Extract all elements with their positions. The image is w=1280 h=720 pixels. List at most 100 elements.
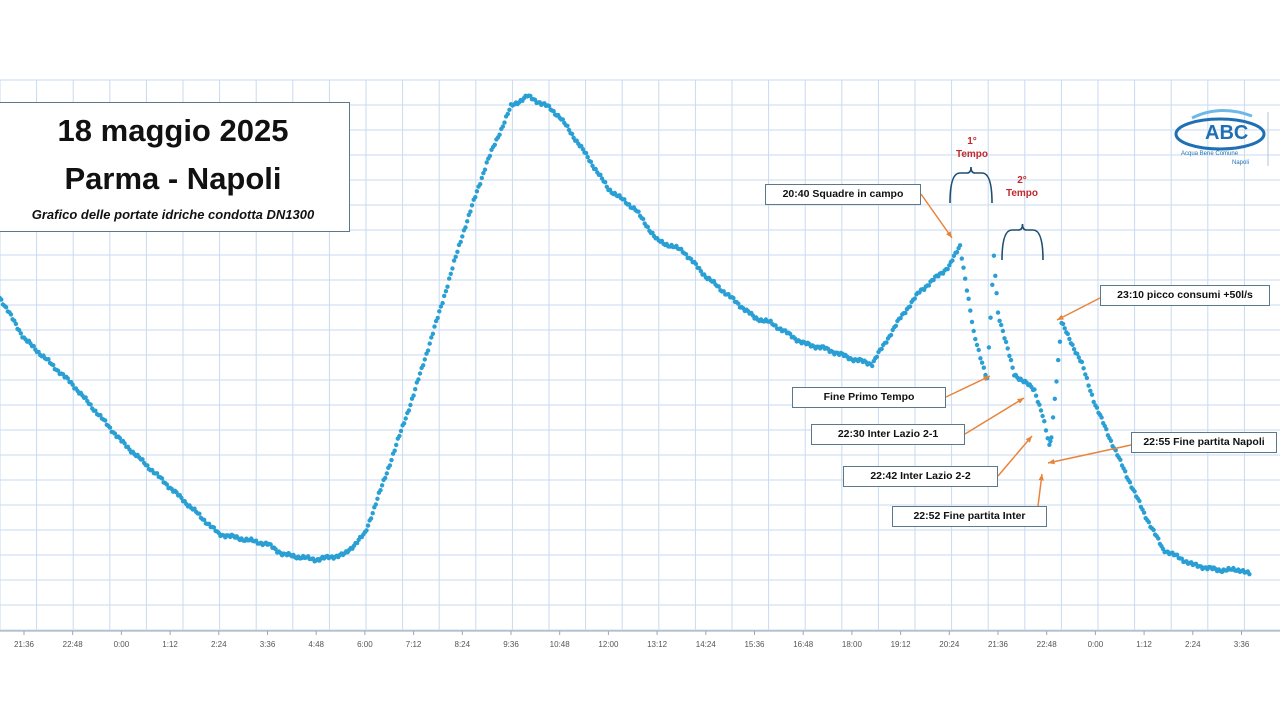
data-point	[1084, 375, 1090, 381]
data-point	[469, 203, 475, 208]
data-point	[583, 150, 589, 156]
data-point	[959, 256, 964, 261]
x-tick-label: 21:36	[13, 640, 35, 649]
data-point	[463, 225, 468, 230]
data-point	[1070, 342, 1075, 347]
data-point	[788, 331, 793, 337]
data-point	[1075, 351, 1080, 356]
data-point	[88, 402, 93, 407]
annotation-fine-partita-napoli: 22:55 Fine partita Napoli	[1131, 432, 1277, 453]
data-point	[383, 475, 388, 481]
annotation-squadre-in-campo: 20:40 Squadre in campo	[765, 184, 921, 205]
data-point	[378, 488, 383, 493]
data-point	[70, 382, 75, 387]
x-tick-label: 21:36	[987, 640, 1009, 649]
x-tick-label: 0:00	[113, 640, 130, 649]
data-point	[497, 132, 502, 137]
annotation-inter-lazio-2-2: 22:42 Inter Lazio 2-2	[843, 466, 998, 487]
data-point	[961, 265, 966, 270]
data-point	[990, 282, 995, 287]
x-tick-label: 2:24	[211, 640, 227, 649]
data-point	[443, 289, 449, 294]
data-point	[368, 516, 374, 521]
x-tick-label: 22:48	[1036, 640, 1057, 649]
data-point	[898, 315, 903, 321]
data-point	[365, 523, 371, 528]
x-tick-label: 3:36	[259, 640, 276, 649]
logo-sub1: Acqua Bene Comune	[1181, 151, 1239, 157]
data-point	[995, 310, 1001, 315]
data-point	[1042, 419, 1047, 424]
data-point	[492, 142, 497, 147]
half-label-1: 1° Tempo	[948, 135, 996, 161]
data-point	[1048, 439, 1053, 444]
data-point	[107, 425, 113, 430]
data-point	[398, 428, 404, 434]
data-point	[159, 476, 165, 481]
data-point	[679, 246, 684, 252]
data-point	[505, 111, 510, 117]
data-point	[397, 433, 402, 439]
data-point	[888, 332, 894, 338]
data-point	[773, 323, 778, 328]
data-point	[479, 175, 484, 181]
data-point	[947, 263, 952, 268]
data-point	[1045, 436, 1050, 441]
data-point	[394, 442, 399, 448]
data-point	[580, 147, 586, 152]
half-brace	[949, 166, 993, 204]
data-point	[1057, 339, 1063, 344]
annotation-arrowhead	[1038, 474, 1044, 481]
data-point	[1091, 399, 1096, 405]
series-points	[0, 93, 1252, 577]
chart-subtitle: Grafico delle portate idriche condotta D…	[31, 207, 315, 222]
data-point	[1151, 527, 1156, 533]
data-point	[884, 340, 889, 345]
data-point	[482, 167, 488, 172]
half-label-2-text: 2° Tempo	[1005, 175, 1039, 199]
data-point	[484, 160, 489, 165]
data-point	[560, 117, 565, 122]
data-point	[481, 170, 486, 176]
data-point	[442, 293, 447, 299]
data-point	[458, 239, 463, 245]
x-tick-label: 20:24	[939, 640, 960, 649]
data-point	[1010, 365, 1015, 370]
data-point	[473, 195, 478, 200]
data-point	[437, 309, 442, 314]
data-point	[500, 124, 506, 129]
data-point	[392, 448, 397, 453]
data-point	[969, 319, 975, 325]
data-point	[384, 471, 389, 476]
annotation-arrowhead	[983, 376, 990, 382]
x-tick-label: 1:12	[1136, 640, 1152, 649]
data-point	[1032, 387, 1037, 392]
x-tick-label: 12:00	[598, 640, 619, 649]
data-point	[403, 416, 408, 421]
annotation-arrow	[997, 435, 1033, 477]
x-tick-label: 7:12	[405, 640, 422, 649]
data-point	[370, 511, 375, 516]
data-point	[931, 277, 936, 283]
data-point	[1000, 328, 1006, 334]
data-point	[603, 180, 608, 185]
data-point	[401, 421, 407, 426]
data-point	[768, 318, 773, 323]
x-tick-label: 2:24	[1185, 640, 1201, 649]
title-box: 18 maggio 2025 Parma - Napoli Grafico de…	[0, 102, 350, 232]
data-point	[1052, 396, 1058, 401]
data-point	[411, 393, 416, 398]
annotation-picco-consumi: 23:10 picco consumi +50l/s	[1100, 285, 1270, 306]
data-point	[926, 283, 932, 288]
data-point	[3, 305, 9, 310]
data-point	[83, 395, 88, 400]
x-tick-label: 3:36	[1233, 640, 1250, 649]
half-brace	[1001, 223, 1044, 261]
data-point	[907, 304, 913, 309]
data-point	[1071, 347, 1077, 352]
data-point	[474, 189, 480, 194]
data-point	[466, 212, 471, 218]
data-point	[103, 418, 108, 423]
data-point	[546, 103, 552, 109]
data-point	[1104, 427, 1109, 432]
